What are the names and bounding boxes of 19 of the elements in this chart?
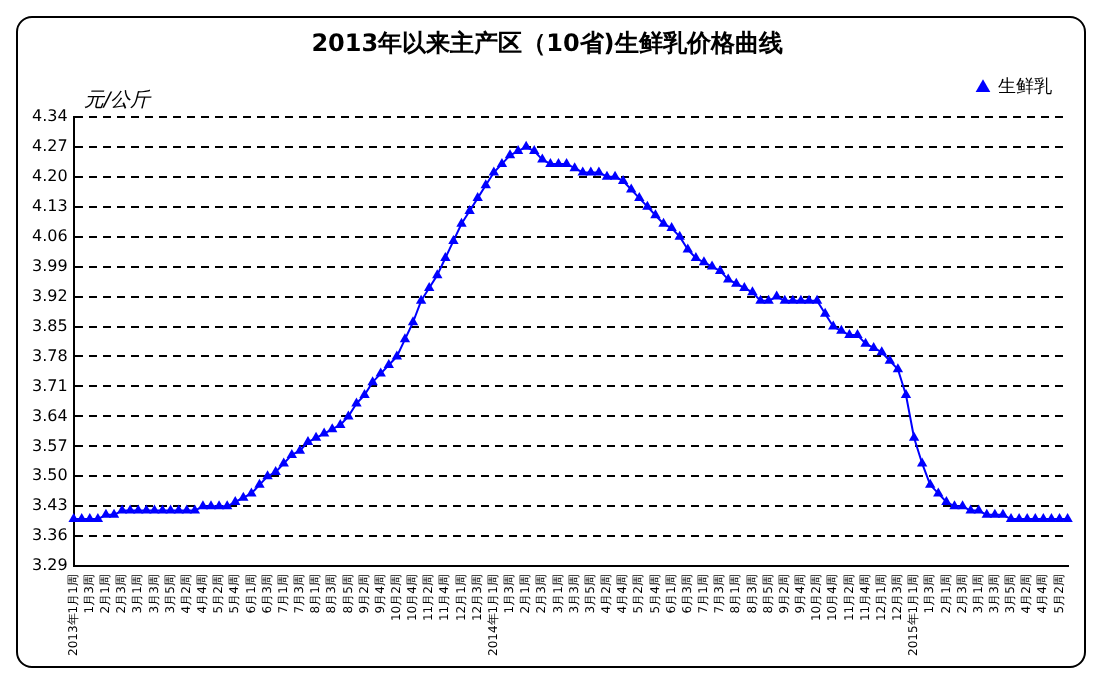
- y-tick-label: 4.27: [32, 136, 68, 155]
- y-tick-label: 3.71: [32, 376, 68, 395]
- y-tick-label: 4.20: [32, 166, 68, 185]
- chart-title: 2013年以来主产区（10省)生鲜乳价格曲线: [311, 28, 783, 57]
- y-axis-title: 元/公斤: [83, 87, 153, 112]
- y-tick-label: 3.78: [32, 346, 68, 365]
- y-tick-label: 3.57: [32, 436, 68, 455]
- y-tick-label: 3.43: [32, 496, 68, 515]
- y-tick-label: 3.64: [32, 406, 68, 425]
- y-tick-label: 3.50: [32, 466, 68, 485]
- y-tick-label: 4.06: [32, 226, 68, 245]
- y-tick-label: 4.34: [32, 106, 68, 125]
- y-tick-label: 3.85: [32, 316, 68, 335]
- y-tick-label: 3.92: [32, 286, 68, 305]
- legend-label: 生鲜乳: [998, 76, 1052, 99]
- y-tick-label: 3.36: [32, 526, 68, 545]
- y-tick-label: 3.99: [32, 256, 68, 275]
- y-tick-label: 3.29: [32, 556, 68, 575]
- y-tick-label: 4.13: [32, 196, 68, 215]
